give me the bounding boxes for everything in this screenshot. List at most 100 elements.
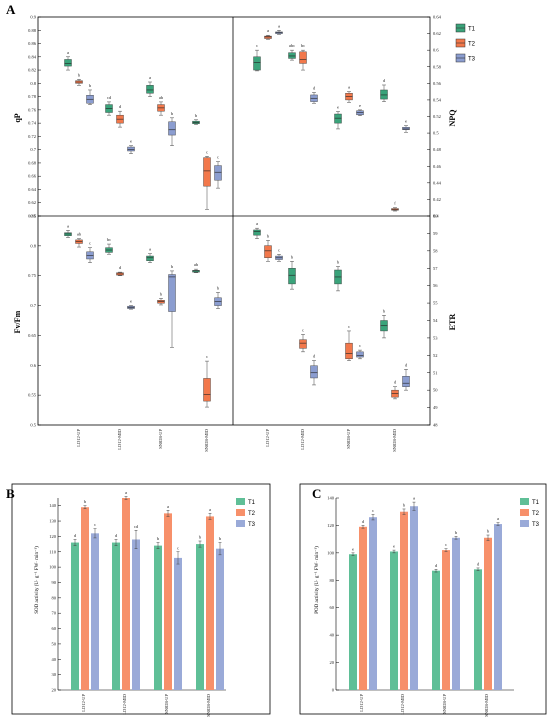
y-tick-label: 57 xyxy=(433,266,438,271)
significance-label: b xyxy=(78,72,81,77)
bar xyxy=(442,550,450,690)
y-tick-label: 0.42 xyxy=(433,197,441,202)
significance-label: a xyxy=(67,50,69,55)
x-tick-label: SN028-UP xyxy=(158,429,163,449)
legend-c-t3-swatch xyxy=(520,520,529,527)
significance-label: ab xyxy=(77,232,82,237)
bar xyxy=(369,517,377,690)
box-t1-ld12-mid: abc xyxy=(288,43,296,61)
legend-c-t1-label: T1 xyxy=(532,500,540,506)
box-t3-ld12-up: c xyxy=(86,241,94,263)
legend-b-t3-swatch xyxy=(236,520,245,527)
significance-label: c xyxy=(359,343,361,348)
chart-qP: 0.6 0.62 0.64 0.66 0.68 0.7 0.72 0.74 0.76 0.78 0.… xyxy=(28,15,222,219)
legend-c-t2-swatch xyxy=(520,509,529,516)
significance-label: a xyxy=(278,23,280,28)
bar-t2-ld12-mid: a xyxy=(122,490,130,690)
significance-label: c xyxy=(206,354,208,359)
chart-POD: 0 20 40 60 80 100 120 140 LD12-UP LD12-MID SN028-U… xyxy=(327,496,514,717)
legend-b-t3: T3 xyxy=(236,520,256,528)
significance-label: a xyxy=(209,507,211,512)
y-tick-label: 30 xyxy=(52,672,57,677)
bar-t1-ld12-mid: e xyxy=(390,544,398,690)
significance-label: b xyxy=(291,254,294,259)
chart-marks: 0.6 0.62 0.64 0.66 0.68 0.7 0.72 0.74 0.76 0.78 0.… xyxy=(28,15,514,717)
box-t1-sn028-up: b xyxy=(334,260,342,292)
chart-NPQ: 0.4 0.42 0.44 0.46 0.48 0.5 0.52 0.54 0.56 0.58 0.… xyxy=(253,15,442,219)
bar-t1-ld12-up: e xyxy=(349,546,357,690)
y-tick-label: 60 xyxy=(52,626,57,631)
box-body xyxy=(288,268,296,285)
x-tick-label: LD12-UP xyxy=(76,429,81,447)
y-tick-label: 59 xyxy=(433,231,438,236)
bar-t1-ld12-up: d xyxy=(71,533,79,690)
box-t1-sn028-up: a xyxy=(146,75,154,97)
significance-label: c xyxy=(372,508,374,513)
box-t3-ld12-up: c xyxy=(275,247,283,262)
x-tick-label: SN028-MID xyxy=(484,693,489,717)
bar xyxy=(484,537,492,690)
y-tick-label: 0.8 xyxy=(30,243,36,248)
legend-a-t2: T2 xyxy=(455,38,476,48)
y-tick-label: 0.52 xyxy=(433,114,441,119)
bar-t2-ld12-up: d xyxy=(359,519,367,690)
bar-t2-sn028-mid: b xyxy=(484,529,492,690)
y-tick-label: 0.74 xyxy=(28,121,37,126)
significance-label: a xyxy=(125,490,127,495)
significance-label: f xyxy=(394,201,396,206)
box-t3-sn028-up: c xyxy=(356,343,364,360)
box-t2-ld12-mid: c xyxy=(299,327,307,353)
y-tick-label: 0.62 xyxy=(433,31,441,36)
panel-label-c: C xyxy=(312,486,321,501)
box-body xyxy=(380,89,388,100)
legend-b-t2-label: T2 xyxy=(248,511,256,517)
x-tick-label: LD12-UP xyxy=(265,429,270,447)
legend-c-t2: T2 xyxy=(520,509,540,517)
y-tick-label: 40 xyxy=(330,633,335,638)
significance-label: b xyxy=(455,530,458,535)
box-body xyxy=(168,121,176,136)
significance-label: c xyxy=(89,241,91,246)
y-tick-label: 0.55 xyxy=(28,393,37,398)
legend-b: T1 T2 T3 xyxy=(236,498,256,528)
y-tick-label: 50 xyxy=(52,641,57,646)
bar-t1-ld12-mid: d xyxy=(112,533,120,690)
box-t1-sn028-mid: b xyxy=(380,308,388,339)
box-t1-ld12-up: a xyxy=(64,50,72,71)
bar-t3-sn028-mid: a xyxy=(494,516,502,690)
panel-b-frame xyxy=(11,483,271,715)
y-tick-label: 0.86 xyxy=(28,41,37,46)
box-t1-sn028-mid: b xyxy=(192,113,200,125)
bar xyxy=(154,545,162,690)
pod-axis-label: POD activity (U· g⁻¹ FW· min⁻¹) xyxy=(314,546,320,614)
significance-label: c xyxy=(256,43,258,48)
bar xyxy=(390,551,398,690)
bar-t1-sn028-mid: b xyxy=(196,535,204,690)
box-t3-sn028-mid: e xyxy=(402,119,410,133)
box-t2-ld12-mid: d xyxy=(116,265,124,276)
box-body xyxy=(214,165,222,181)
box-body xyxy=(146,85,154,94)
x-tick-label: SN028-MID xyxy=(204,428,209,452)
bar xyxy=(71,542,79,690)
bar-t1-sn028-up: d xyxy=(432,563,440,690)
box-body xyxy=(203,378,211,402)
box-t1-ld12-mid: cd xyxy=(105,95,113,116)
panel-a-frame xyxy=(37,16,431,426)
npq-axis-label: NPQ xyxy=(448,110,457,127)
bar xyxy=(112,542,120,690)
bar xyxy=(216,548,224,690)
box-body xyxy=(402,127,410,130)
significance-label: c xyxy=(177,545,179,550)
y-tick-label: 20 xyxy=(330,660,335,665)
significance-label: a xyxy=(413,496,415,501)
bar xyxy=(452,537,460,690)
y-tick-label: 0.82 xyxy=(28,68,36,73)
y-tick-label: 0.6 xyxy=(30,363,36,368)
box-body xyxy=(310,365,318,379)
panel-label-a: A xyxy=(6,2,16,17)
box-t2-ld12-mid: bc xyxy=(299,43,307,71)
y-tick-label: 0.88 xyxy=(28,28,37,33)
y-tick-label: 0.66 xyxy=(28,174,37,179)
significance-label: e xyxy=(337,105,339,110)
